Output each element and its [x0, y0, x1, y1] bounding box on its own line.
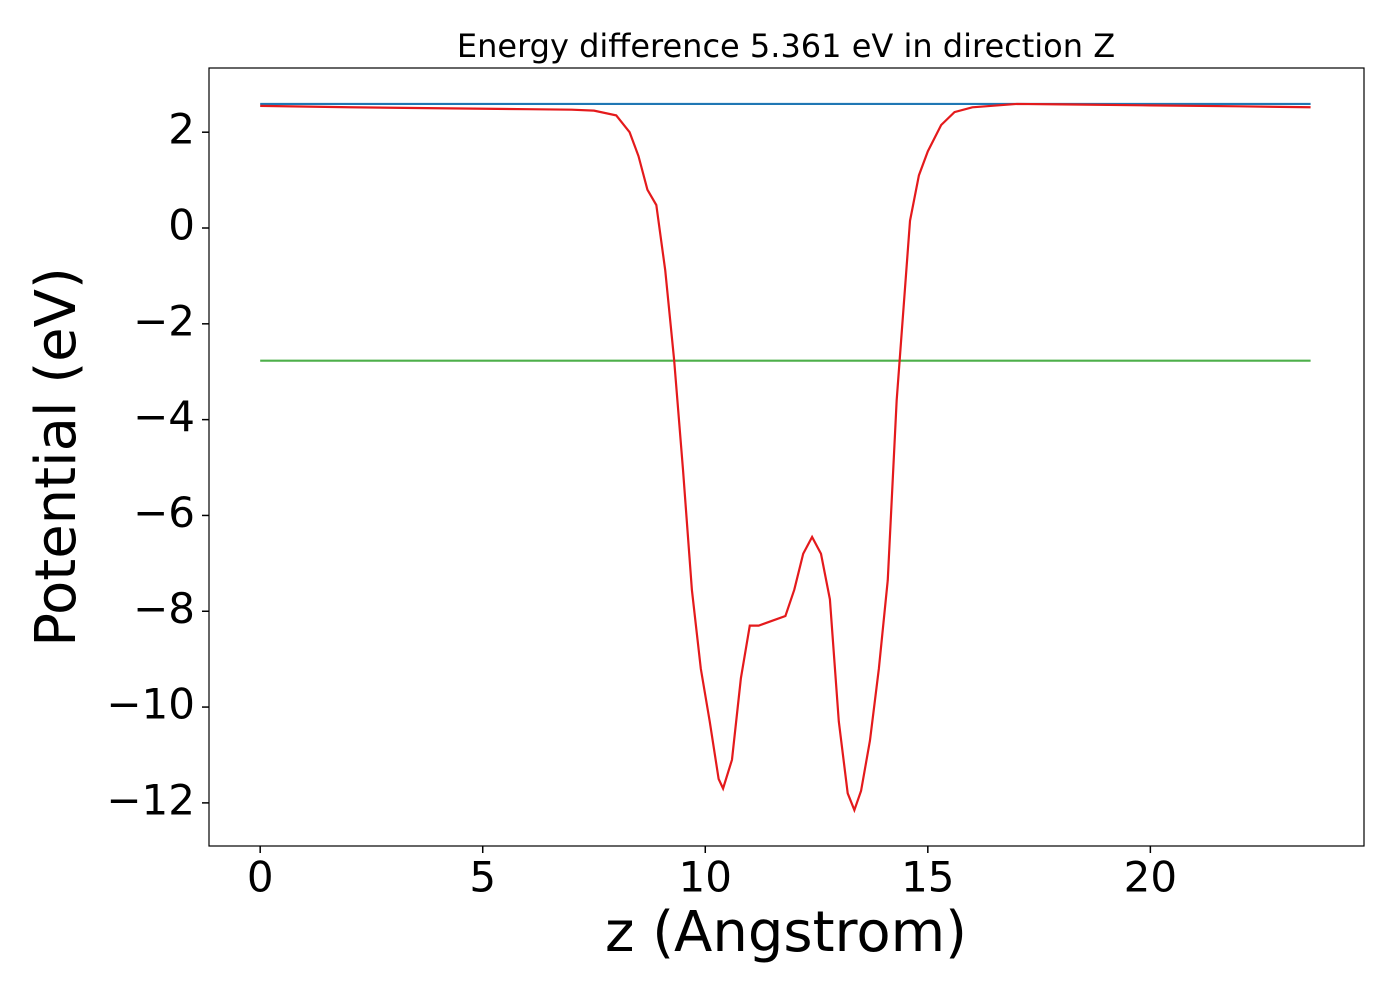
x-tick-label: 0: [247, 853, 274, 902]
y-tick-label: −2: [133, 296, 195, 345]
y-tick-label: 2: [168, 105, 195, 154]
x-axis-label: z (Angstrom): [605, 900, 967, 965]
plot-frame: [208, 67, 1365, 847]
series-line: [260, 102, 1311, 814]
y-tick-label: 0: [168, 201, 195, 250]
y-tick-label: −4: [133, 392, 195, 441]
y-tick-label: −6: [133, 488, 195, 537]
chart-title: Energy difference 5.361 eV in direction …: [457, 27, 1115, 65]
y-tick-label: −12: [106, 775, 195, 824]
x-tick-label: 5: [469, 853, 496, 902]
y-tick-label: −8: [133, 584, 195, 633]
x-tick-label: 20: [1124, 853, 1177, 902]
y-tick-label: −10: [106, 680, 195, 729]
x-tick-label: 15: [901, 853, 954, 902]
x-tick-label: 10: [679, 853, 732, 902]
y-axis-label: Potential (eV): [24, 267, 89, 647]
